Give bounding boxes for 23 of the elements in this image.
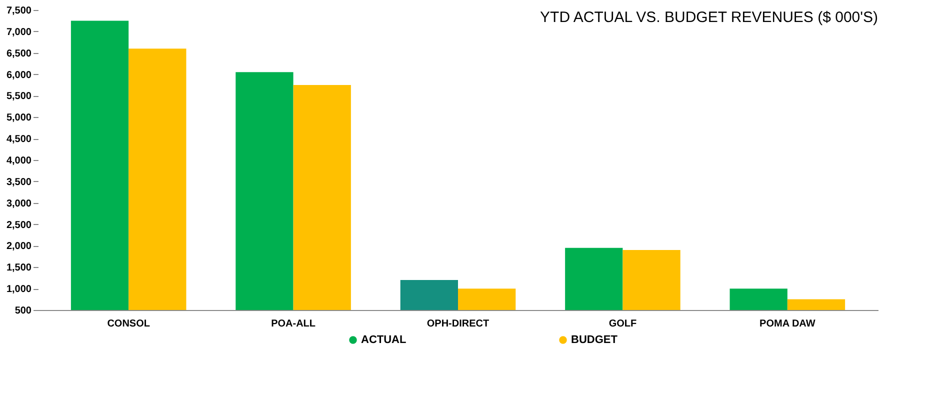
y-tick-label: 3,000 bbox=[6, 198, 32, 210]
y-tick-label: 2,000 bbox=[6, 241, 32, 252]
y-tick-label: 6,500 bbox=[6, 48, 32, 60]
y-tick-label: 7,000 bbox=[6, 26, 32, 38]
x-tick-label: GOLF bbox=[608, 318, 637, 330]
y-tick-label: 2,500 bbox=[6, 220, 32, 231]
y-tick-label: 4,000 bbox=[6, 156, 32, 166]
chart-title: YTD ACTUAL VS. BUDGET REVENUES ($ 000'S) bbox=[540, 9, 878, 26]
y-tick-label: 5,500 bbox=[6, 91, 32, 102]
y-tick-label: 3,500 bbox=[6, 176, 32, 188]
y-tick-label: 500 bbox=[14, 306, 32, 316]
y-tick-label: 1,500 bbox=[6, 262, 32, 274]
x-tick-label: CONSOL bbox=[107, 318, 150, 330]
y-tick-label: 6,000 bbox=[6, 70, 32, 81]
x-tick-label: OPH-DIRECT bbox=[426, 318, 490, 330]
y-tick-label: 7,500 bbox=[6, 6, 32, 16]
legend-label: ACTUAL bbox=[361, 334, 406, 346]
y-tick-label: 4,500 bbox=[6, 134, 32, 146]
y-tick-label: 5,000 bbox=[6, 112, 32, 124]
x-tick-label: POA-ALL bbox=[271, 318, 316, 330]
x-tick-label: POMA DAW bbox=[760, 318, 816, 330]
legend-label: BUDGET bbox=[571, 334, 618, 346]
y-tick-label: 1,000 bbox=[6, 284, 32, 296]
